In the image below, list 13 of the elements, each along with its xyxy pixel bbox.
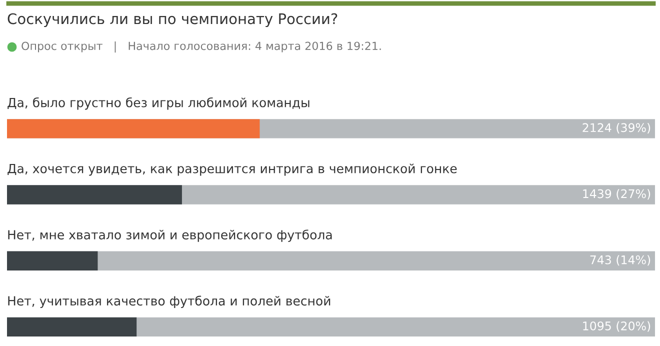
y-tick-label: Нет, мне хватало зимой и европейского футбола [8, 230, 332, 242]
y-tick-label: Да, хочется увидеть, как разрешится интрига в чемпионской гонке [8, 164, 457, 176]
bar [7, 317, 137, 337]
data-label: 743 (14%) [590, 255, 650, 266]
chart-subtitle: Опрос открыт | Начало голосования: 4 марта 2016 в 19:21. [22, 41, 381, 53]
data-label: 1095 (20%) [583, 321, 650, 332]
y-tick-label: Да, было грустно без игры любимой команды [8, 97, 310, 110]
data-label: 1439 (27%) [583, 189, 650, 200]
bar [7, 185, 182, 204]
chart-title: Соскучились ли вы по чемпионату России? [8, 13, 338, 28]
bar [7, 251, 98, 270]
y-tick-label: Нет, учитывая качество футбола и полей весной [8, 296, 330, 308]
data-label: 2124 (39%) [582, 122, 650, 134]
